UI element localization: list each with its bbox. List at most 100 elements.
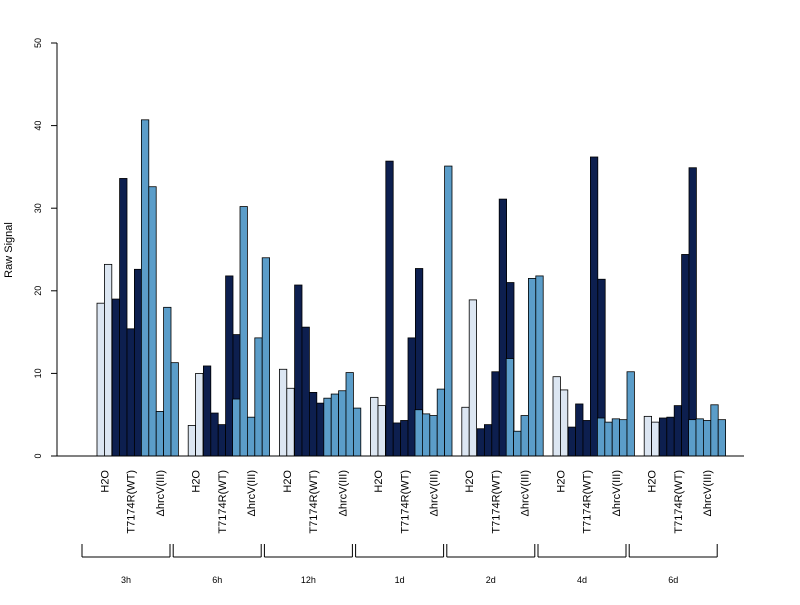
timepoint-label: 2d: [486, 575, 496, 585]
bar: [717, 419, 727, 457]
bar: [352, 407, 362, 457]
bar: [261, 257, 271, 457]
bar: [308, 391, 318, 457]
bar: [681, 254, 690, 457]
bar: [148, 186, 157, 457]
y-axis: 0 10 20 30 40 50: [33, 38, 58, 459]
bar: [187, 425, 196, 457]
bar: [232, 398, 241, 457]
bar: [619, 419, 628, 457]
bar: [140, 119, 150, 457]
bar: [468, 299, 478, 457]
bar: [377, 405, 386, 457]
group-label: ΔhrcV(III): [520, 470, 532, 516]
bar: [611, 418, 621, 457]
group-label: H2O: [647, 470, 659, 493]
bar: [323, 397, 332, 457]
group-label: H2O: [191, 470, 203, 493]
bar: [483, 424, 493, 457]
bar: [278, 368, 288, 457]
bar: [560, 389, 569, 457]
bar: [476, 428, 485, 457]
bar: [567, 426, 577, 457]
timepoint-label: 1d: [395, 575, 405, 585]
bar: [673, 405, 683, 457]
bar: [535, 275, 544, 457]
group-label: ΔhrcV(III): [155, 470, 167, 516]
bar: [695, 418, 704, 457]
timepoint-label: 6d: [668, 575, 678, 585]
group-label: T7174R(WT): [582, 470, 594, 534]
bar: [590, 156, 599, 457]
bar: [688, 419, 697, 457]
group-label: T7174R(WT): [673, 470, 685, 534]
bar: [370, 396, 379, 457]
bar: [597, 417, 606, 457]
bar: [444, 165, 453, 457]
bar: [392, 422, 402, 457]
bar: [202, 365, 212, 457]
y-tick-label: 10: [33, 368, 43, 378]
bar: [582, 420, 591, 457]
bar: [294, 284, 303, 457]
bar: [688, 167, 697, 457]
bar: [575, 403, 584, 457]
bar: [210, 412, 219, 457]
timepoint-label: 6h: [212, 575, 222, 585]
y-tick-label: 40: [33, 121, 43, 131]
group-label: H2O: [373, 470, 385, 493]
group-labels: H2O T7174R(WT) ΔhrcV(III) H2O T7174R(WT) Δhrc…: [99, 470, 714, 534]
bar: [239, 206, 248, 457]
y-axis-label: Raw Signal: [3, 222, 15, 278]
bar: [436, 388, 446, 457]
bar: [217, 424, 226, 457]
bar: [498, 198, 508, 457]
bar: [710, 404, 719, 457]
bar: [513, 430, 522, 457]
bar: [195, 372, 204, 457]
bar: [170, 362, 179, 457]
bars: [96, 119, 727, 457]
bar: [345, 372, 354, 457]
bar: [703, 420, 712, 457]
group-label: ΔhrcV(III): [611, 470, 623, 516]
bar: [520, 415, 529, 457]
timepoint-label: 3h: [121, 575, 131, 585]
bar: [286, 387, 295, 457]
bar: [461, 406, 470, 457]
bar: [338, 390, 347, 457]
bar: [316, 402, 325, 457]
group-label: ΔhrcV(III): [246, 470, 258, 516]
bar: [626, 371, 635, 457]
bar: [225, 275, 234, 457]
bar: [429, 415, 438, 457]
bar: [491, 371, 500, 457]
bar: [330, 393, 340, 457]
bar: [659, 417, 668, 457]
group-label: T7174R(WT): [126, 470, 138, 534]
group-label: ΔhrcV(III): [429, 470, 441, 516]
y-tick-label: 30: [33, 203, 43, 213]
bar: [651, 421, 660, 457]
bar: [528, 278, 537, 457]
timepoint-label: 12h: [301, 575, 316, 585]
bar: [246, 416, 256, 457]
timepoint-label: 4d: [577, 575, 587, 585]
timepoint-axis: 3h 6h 12h 1d 2d 4d 6d: [81, 544, 718, 585]
group-label: H2O: [555, 470, 567, 493]
group-label: H2O: [99, 470, 111, 493]
group-label: T7174R(WT): [217, 470, 229, 534]
y-tick-label: 50: [33, 38, 43, 48]
bar: [126, 328, 135, 457]
bar: [254, 337, 263, 457]
bar: [104, 263, 113, 457]
bar: [643, 415, 653, 457]
group-label: H2O: [282, 470, 294, 493]
bar: [666, 416, 675, 457]
bar: [505, 358, 515, 457]
group-label: T7174R(WT): [308, 470, 320, 534]
y-tick-label: 0: [33, 453, 43, 458]
bar: [163, 306, 172, 457]
